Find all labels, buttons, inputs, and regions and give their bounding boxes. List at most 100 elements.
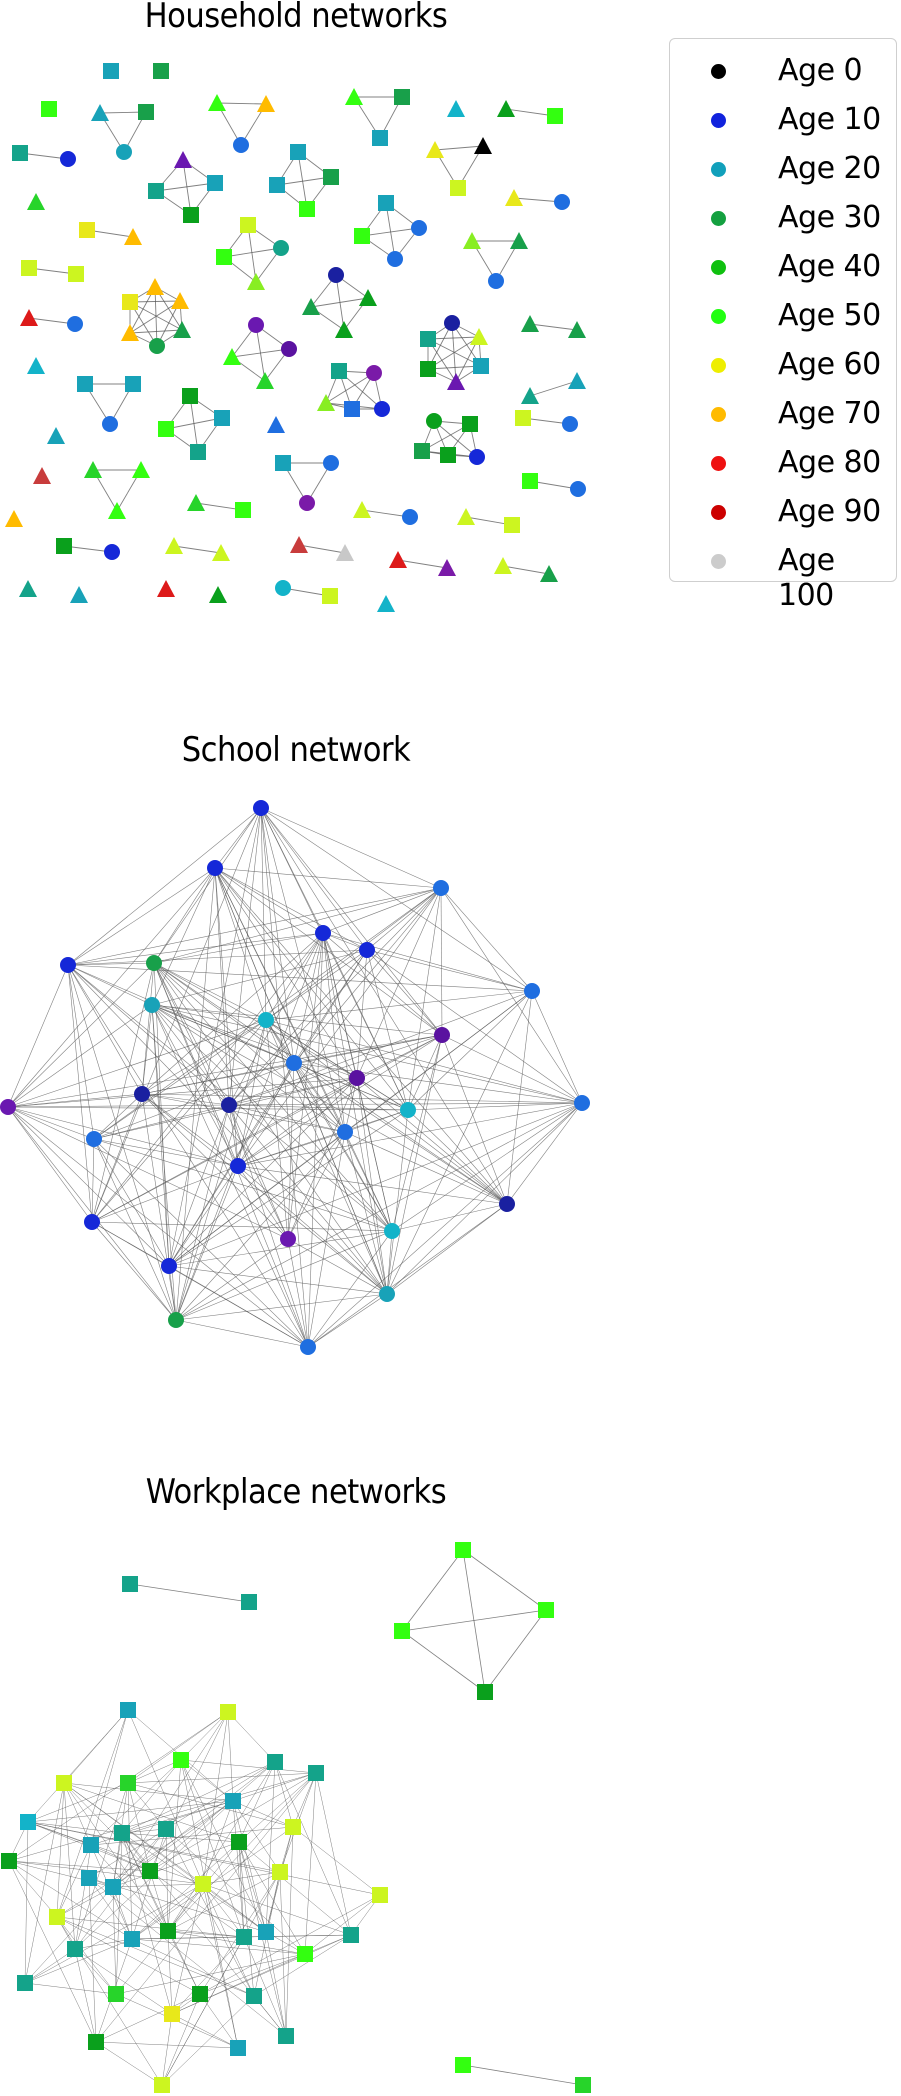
network-edge: [356, 1077, 508, 1205]
network-edge: [112, 1841, 240, 1888]
network-node: [414, 443, 430, 459]
network-edge: [307, 1102, 583, 1348]
network-edge: [175, 1293, 388, 1321]
network-node: [258, 1012, 274, 1028]
network-edge: [228, 1104, 388, 1295]
network-edge: [149, 1870, 245, 1938]
network-edge: [285, 1826, 294, 2037]
network-edge: [310, 297, 369, 308]
legend-marker-icon: [711, 456, 726, 471]
workplace-network-graph: [1, 1542, 591, 2093]
network-node: [426, 141, 444, 158]
legend-marker-icon: [711, 162, 726, 177]
network-edge: [237, 1109, 409, 1167]
network-node: [359, 289, 377, 306]
network-edge: [232, 1800, 281, 1873]
network-edge: [131, 1938, 255, 1997]
network-node: [286, 1055, 302, 1071]
network-edge: [260, 807, 508, 1205]
network-edge: [386, 1109, 409, 1295]
network-node: [77, 376, 93, 392]
network-node: [216, 249, 232, 265]
network-edge: [260, 807, 309, 1348]
network-node: [173, 1752, 189, 1768]
network-edge: [260, 807, 442, 889]
network-edge: [407, 1109, 508, 1205]
network-node: [540, 565, 558, 582]
network-edge: [56, 1800, 234, 1918]
network-edge: [127, 1772, 317, 1784]
network-node: [285, 1819, 301, 1835]
network-node: [522, 473, 538, 489]
network-edge: [223, 247, 282, 258]
network-node: [190, 444, 206, 460]
network-node: [142, 1863, 158, 1879]
network-node: [247, 273, 265, 290]
network-edge: [237, 1062, 295, 1167]
network-node: [68, 266, 84, 282]
network-edge: [427, 336, 480, 340]
network-edge: [8, 1860, 58, 1918]
network-edge: [168, 1109, 409, 1267]
network-node: [474, 137, 492, 154]
network-edge: [67, 964, 93, 1223]
network-edge: [386, 1203, 508, 1295]
network-edge: [161, 1993, 201, 2086]
network-node: [124, 1931, 140, 1947]
network-node: [497, 100, 515, 117]
network-node: [447, 100, 465, 117]
network-node: [33, 467, 51, 484]
network-edge: [189, 395, 199, 453]
network-edge: [202, 1871, 281, 1885]
network-edge: [441, 1034, 583, 1104]
household-network-graph: [5, 63, 586, 612]
network-edge: [121, 1832, 201, 1995]
legend-label: Age 60: [778, 347, 881, 382]
network-node: [308, 1765, 324, 1781]
network-node: [521, 315, 539, 332]
network-node: [121, 324, 139, 341]
network-node: [447, 373, 465, 390]
legend-item: Age 30: [670, 198, 898, 238]
network-node: [144, 997, 160, 1013]
network-edge: [171, 1953, 306, 2015]
network-node: [554, 194, 570, 210]
network-node: [104, 544, 120, 560]
network-edge: [253, 1934, 352, 1997]
network-edge: [67, 932, 324, 966]
network-node: [195, 1876, 211, 1892]
legend-marker-icon: [711, 211, 726, 226]
network-edge: [7, 1106, 93, 1223]
network-edge: [90, 1759, 182, 1846]
network-node: [124, 228, 142, 245]
network-edge: [91, 1019, 267, 1223]
network-node: [377, 595, 395, 612]
network-edge: [228, 1104, 289, 1240]
network-edge: [63, 1782, 169, 1932]
network-edge: [228, 1034, 443, 1106]
network-edge: [7, 1106, 95, 1140]
network-edge: [180, 1759, 234, 1802]
network-edge: [67, 964, 533, 992]
network-edge: [112, 1886, 133, 1940]
network-node: [146, 955, 162, 971]
network-node: [455, 1542, 471, 1558]
network-edge: [141, 962, 155, 1095]
age-legend: Age 0 Age 10 Age 20 Age 30 Age 40 Age 50 Age 6…: [669, 38, 898, 613]
network-edge: [149, 1772, 317, 1872]
network-edge: [151, 1004, 267, 1021]
network-edge: [265, 932, 324, 1021]
network-node: [84, 1214, 100, 1230]
network-edge: [386, 990, 533, 1295]
network-edge: [202, 1883, 267, 1933]
network-edge: [237, 1165, 289, 1240]
network-edge: [151, 867, 216, 1006]
network-edge: [155, 182, 216, 192]
network-node: [378, 195, 394, 211]
network-edge: [344, 1131, 393, 1232]
network-edge: [214, 867, 409, 1111]
network-edge: [529, 380, 578, 397]
network-node: [299, 495, 315, 511]
network-node: [19, 580, 37, 597]
network-edge: [386, 1034, 443, 1295]
